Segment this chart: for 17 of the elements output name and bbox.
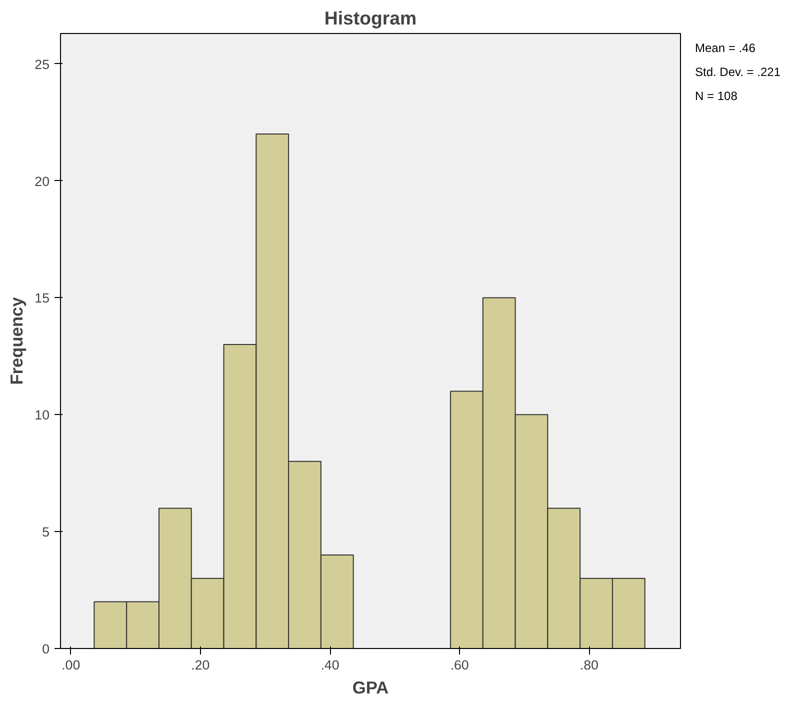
x-tick-label: .80 [580, 658, 598, 672]
y-tick-label: 25 [34, 56, 50, 72]
x-tick-label: .20 [191, 658, 210, 672]
y-tick-label: 20 [34, 174, 50, 189]
text: Mean = .46 [695, 40, 756, 57]
x-tick-label: .40 [320, 658, 340, 672]
y-tick-label: 0 [42, 642, 50, 656]
text: N = 108 [695, 88, 738, 105]
y-tick-label: 10 [34, 408, 50, 423]
x-axis-title: GPA [352, 678, 390, 698]
x-tick-label: .60 [450, 658, 469, 672]
y-tick-label: 5 [42, 524, 50, 540]
text: Std. Dev. = .221 [695, 64, 780, 81]
chart-title: Histogram [324, 8, 417, 28]
x-tick-label: .00 [62, 658, 80, 672]
y-tick-label: 15 [34, 290, 50, 306]
y-axis-title: Frequency [6, 296, 27, 385]
